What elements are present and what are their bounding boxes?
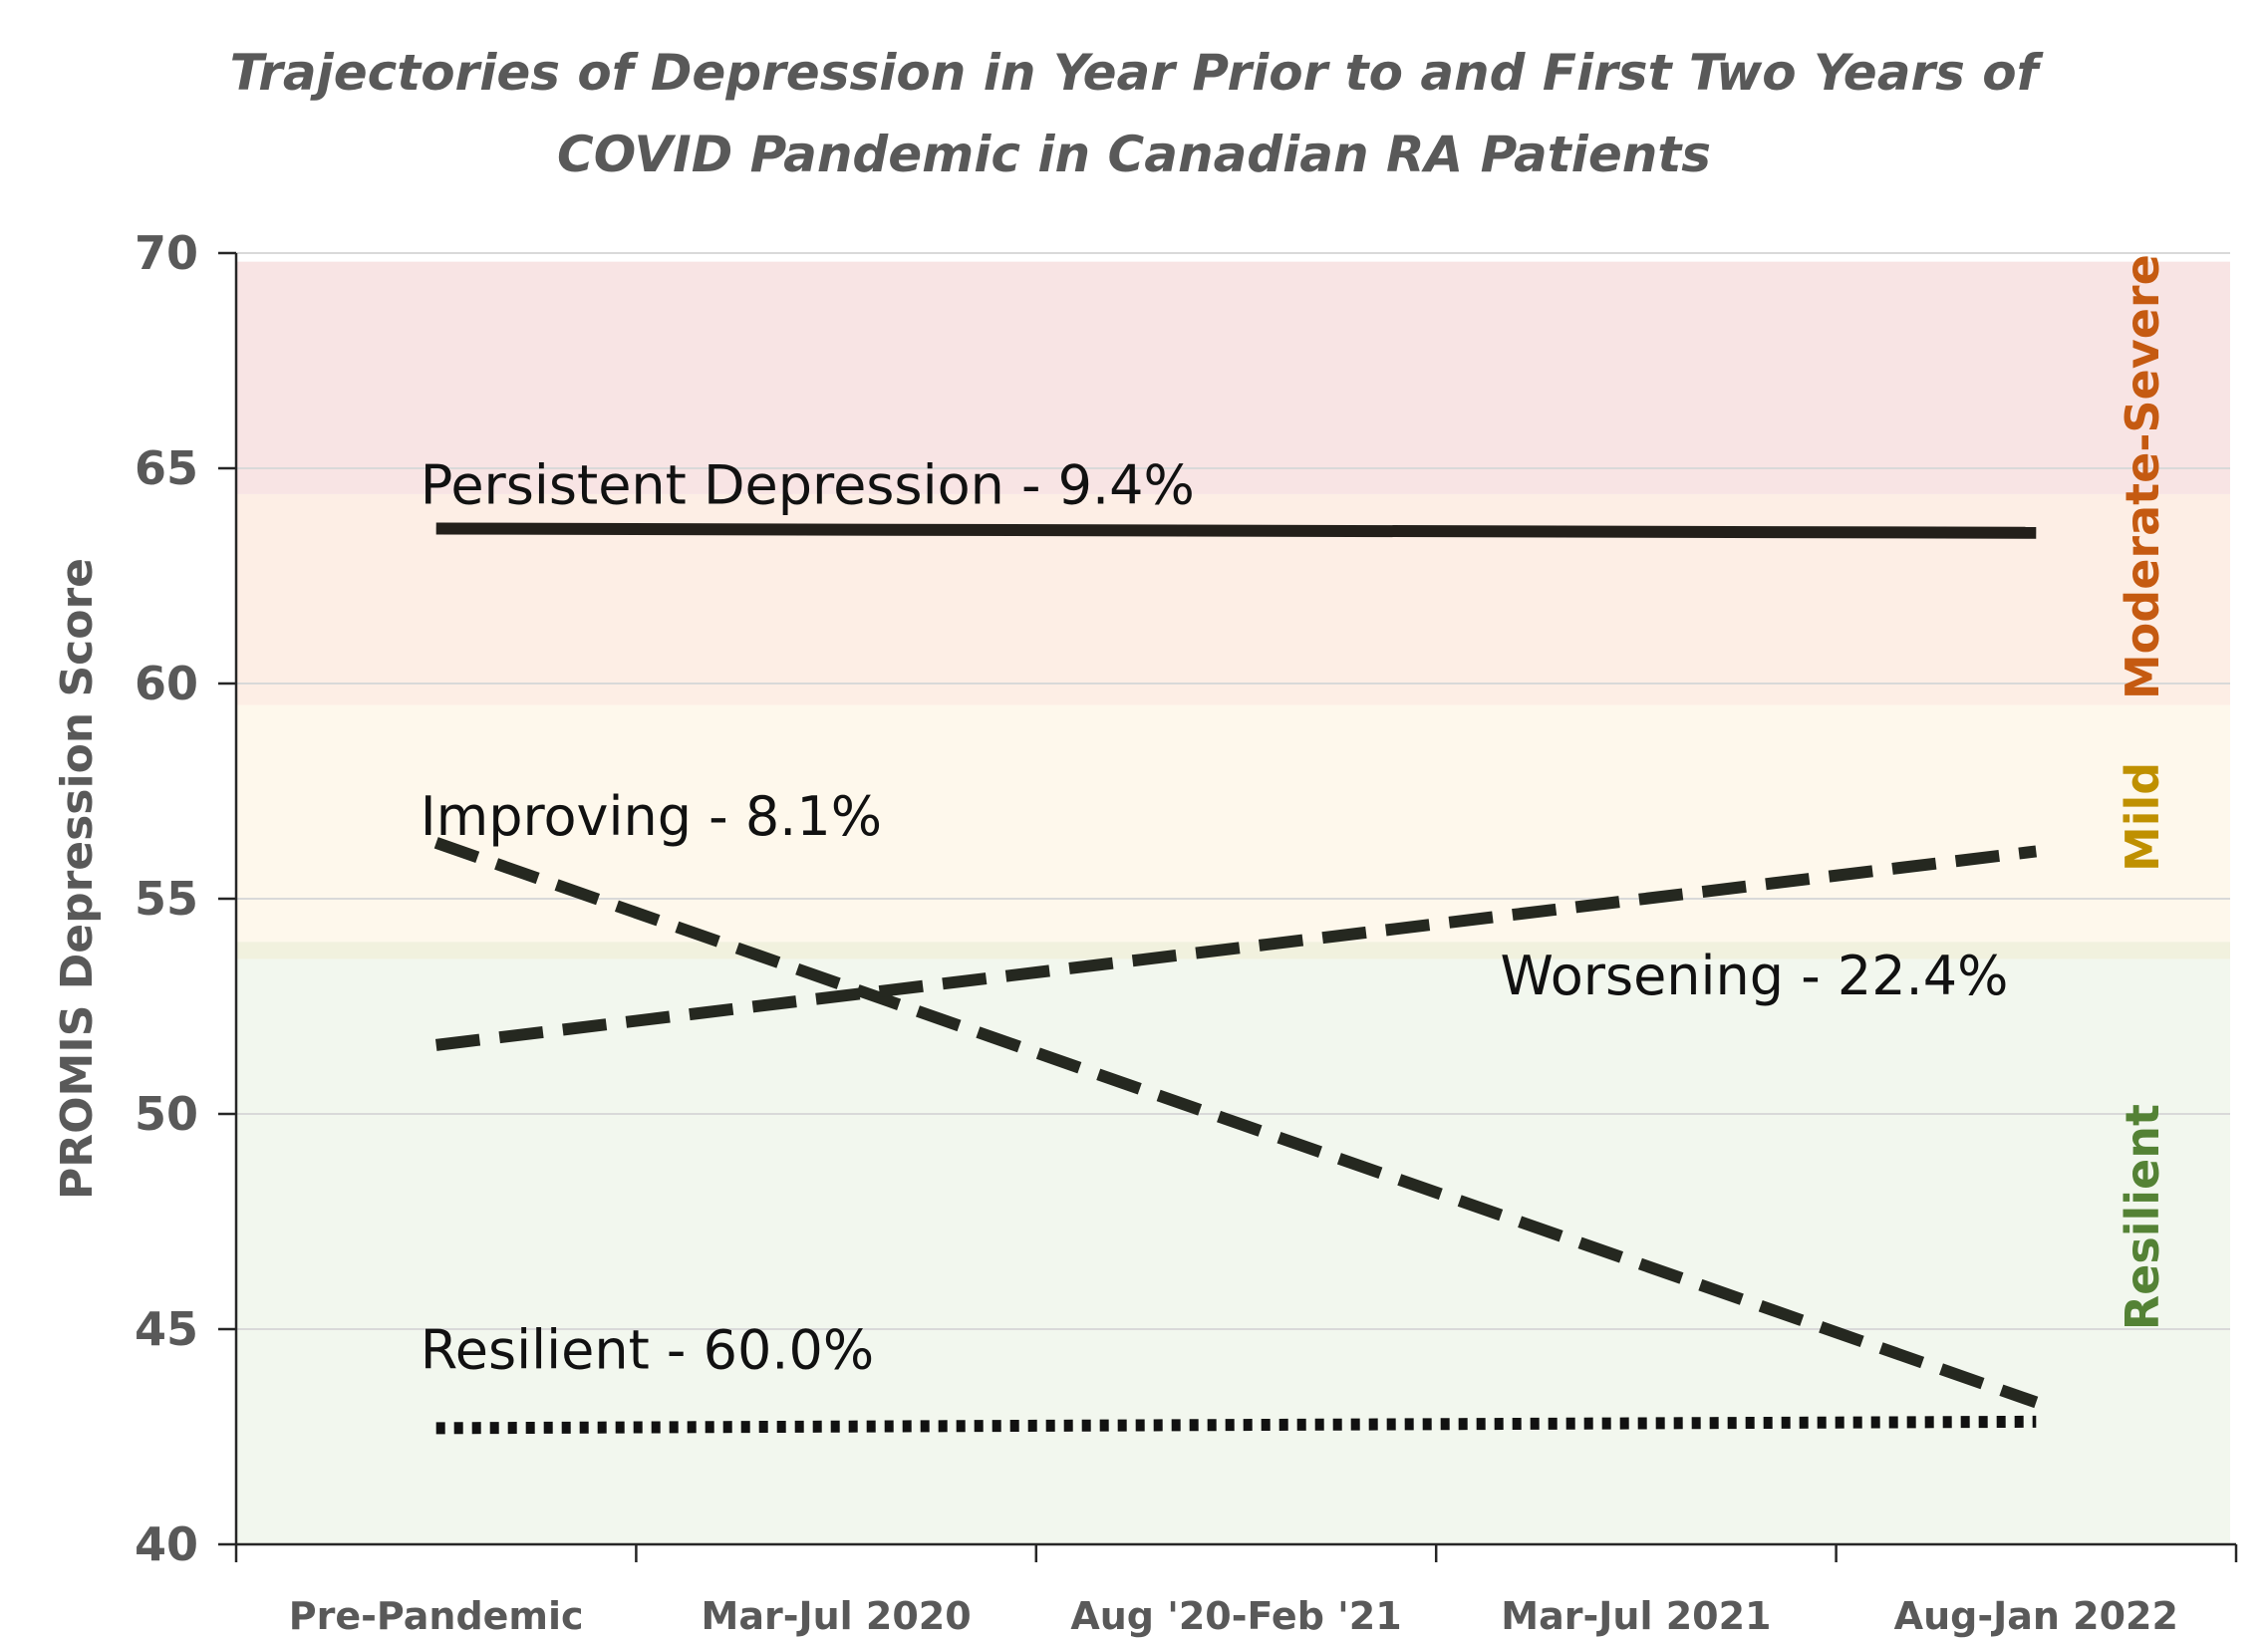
gridlines — [236, 252, 2230, 1330]
series-line-resilient-60-0 — [435, 1415, 2037, 1435]
band-segment-4 — [236, 261, 2230, 494]
x-tick-label: Pre-Pandemic — [289, 1594, 584, 1638]
x-tick-label: Mar-Jul 2020 — [702, 1594, 972, 1638]
series-lines — [433, 522, 2039, 1435]
y-tick-label: 70 — [135, 226, 198, 280]
band-label-mild: Mild — [2116, 762, 2169, 872]
series-label-improving-8-1: Improving - 8.1% — [421, 785, 882, 848]
x-tick-label: Mar-Jul 2021 — [1501, 1594, 1771, 1638]
y-tick-label: 65 — [135, 441, 198, 495]
y-axis-label: PROMIS Depression Score — [52, 558, 103, 1200]
title-line-2: COVID Pandemic in Canadian RA Patients — [557, 126, 1711, 183]
y-tick-label: 55 — [135, 872, 198, 926]
severity-bands — [236, 261, 2230, 1544]
x-tick-label: Aug '20-Feb '21 — [1070, 1594, 1401, 1638]
series-label-persistent-depression-9-4: Persistent Depression - 9.4% — [421, 453, 1195, 516]
series-line-improving-8-1 — [433, 837, 2039, 1409]
y-tick-label: 50 — [135, 1087, 198, 1141]
series-label-worsening-22-4: Worsening - 22.4% — [1500, 945, 2008, 1007]
title-line-1: Trajectories of Depression in Year Prior… — [230, 44, 2044, 102]
series-line-worsening-22-4 — [434, 845, 2038, 1051]
band-label-moderate-severe: Moderate-Severe — [2116, 254, 2169, 699]
axes: 40 45 50 55 60 65 70 Pre-Pandemic Mar-Jul 2020 Au… — [52, 226, 2238, 1638]
series-line-persistent-depression-9-4 — [435, 522, 2037, 539]
chart-title: Trajectories of Depression in Year Prior… — [230, 44, 2044, 183]
band-segment-2 — [236, 704, 2230, 943]
band-labels: Moderate-Severe Mild Resilient — [2116, 254, 2169, 1330]
series-label-resilient-60-0: Resilient - 60.0% — [421, 1319, 874, 1382]
x-tick-label: Aug-Jan 2022 — [1894, 1594, 2178, 1638]
y-tick-label: 40 — [135, 1517, 198, 1571]
y-tick-label: 60 — [135, 657, 198, 710]
band-label-resilient: Resilient — [2116, 1104, 2169, 1330]
series-labels: Persistent Depression - 9.4% Improving - … — [421, 453, 2009, 1381]
band-resilient — [236, 958, 2230, 1544]
y-tick-label: 45 — [135, 1302, 198, 1356]
